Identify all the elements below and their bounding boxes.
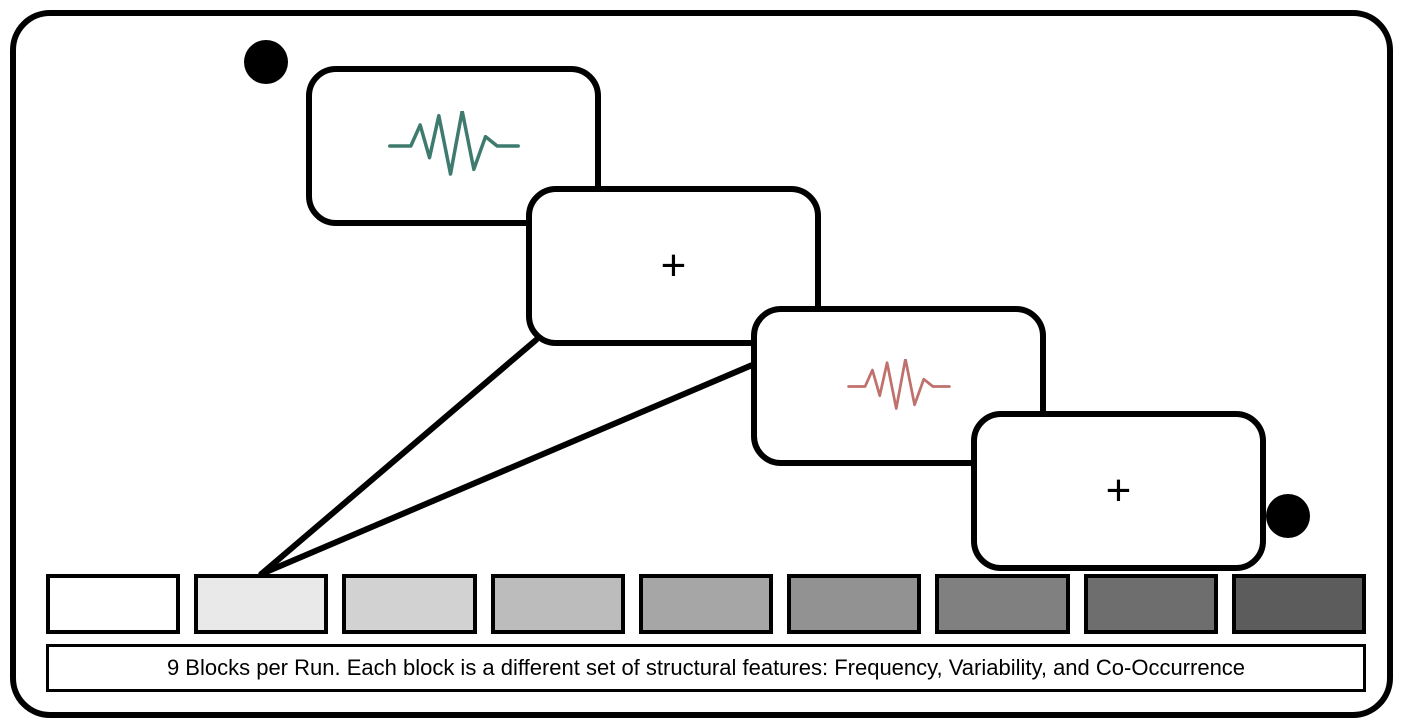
block-6 xyxy=(935,574,1069,634)
caption-bar: 9 Blocks per Run. Each block is a differ… xyxy=(46,644,1366,692)
fixation-cross: + xyxy=(661,244,687,288)
waveform-icon xyxy=(384,111,524,181)
block-2 xyxy=(342,574,476,634)
fixation-cross: + xyxy=(1106,469,1132,513)
blocks-row xyxy=(46,574,1366,634)
waveform-icon xyxy=(844,359,954,414)
caption-text: 9 Blocks per Run. Each block is a differ… xyxy=(167,655,1245,681)
block-4 xyxy=(639,574,773,634)
block-5 xyxy=(787,574,921,634)
dot-top-left xyxy=(244,40,288,84)
block-1 xyxy=(194,574,328,634)
block-8 xyxy=(1232,574,1366,634)
fixation-card-2: + xyxy=(971,411,1266,571)
diagram-frame: + + 9 Blocks per Run. Each block is a di… xyxy=(10,10,1393,718)
dot-bottom-right xyxy=(1266,494,1310,538)
block-3 xyxy=(491,574,625,634)
block-7 xyxy=(1084,574,1218,634)
block-0 xyxy=(46,574,180,634)
